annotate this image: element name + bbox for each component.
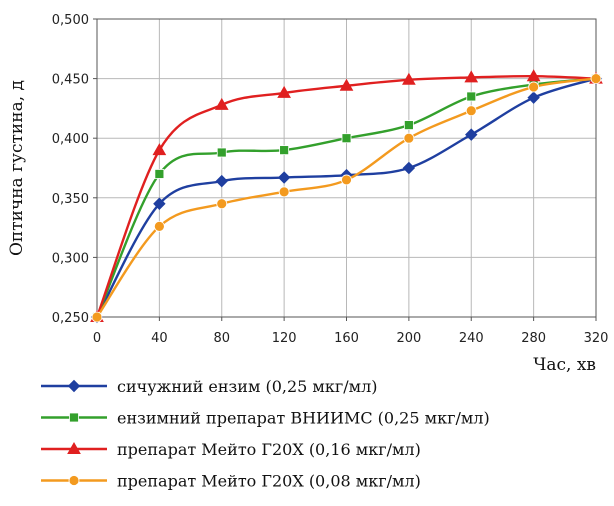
data-point (215, 174, 228, 188)
legend-label: ензимний препарат ВНИИМС (0,25 мкг/мл) (117, 409, 490, 428)
x-axis-title: Час, хв (533, 355, 596, 375)
y-axis-title: Оптична густина, д (7, 80, 27, 256)
legend-item-2: ензимний препарат ВНИИМС (0,25 мкг/мл) (41, 409, 490, 428)
data-point (216, 198, 228, 210)
data-point (279, 145, 290, 156)
data-point (466, 91, 477, 102)
ticks: 0,250 0,300 0,350 0,400 0,450 0,500 0 40 80 120 16… (52, 13, 609, 346)
data-point (465, 105, 477, 117)
y-tick-label: 0,400 (52, 132, 89, 147)
data-point (91, 311, 103, 323)
data-point (590, 73, 602, 84)
data-point (465, 128, 478, 141)
data-point (153, 197, 166, 210)
data-point (214, 97, 229, 110)
legend-label: препарат Мейто Г20Х (0,08 мкг/мл) (117, 472, 421, 491)
data-point (527, 91, 540, 104)
x-tick-label: 320 (584, 331, 609, 346)
data-point (341, 174, 352, 186)
data-point (526, 69, 541, 82)
data-point (153, 221, 165, 232)
x-tick-label: 0 (93, 331, 101, 346)
data-point (402, 72, 416, 85)
data-point (464, 70, 479, 83)
data-point (403, 132, 415, 144)
series-group (90, 69, 603, 324)
data-point (403, 120, 414, 130)
y-tick-label: 0,500 (52, 13, 89, 28)
data-point (277, 171, 291, 184)
legend-swatch-marker (67, 441, 81, 454)
legend-label: препарат Мейто Г20Х (0,16 мкг/мл) (117, 440, 421, 459)
series-4 (91, 73, 602, 323)
x-tick-label: 120 (272, 331, 297, 346)
x-tick-label: 280 (521, 331, 546, 346)
legend-label: сичужний ензим (0,25 мкг/мл) (117, 377, 378, 396)
y-tick-label: 0,300 (52, 251, 89, 266)
data-point (528, 81, 540, 93)
data-point (402, 161, 416, 175)
legend-swatch-marker (68, 475, 80, 486)
x-tick-label: 160 (334, 331, 359, 346)
y-tick-label: 0,350 (52, 192, 89, 207)
legend-item-3: препарат Мейто Г20Х (0,16 мкг/мл) (41, 440, 421, 459)
legend-item-4: препарат Мейто Г20Х (0,08 мкг/мл) (41, 472, 421, 491)
data-point (152, 143, 167, 156)
data-point (154, 169, 165, 179)
data-point (341, 133, 352, 144)
data-point (278, 186, 290, 198)
legend-item-1: сичужний ензим (0,25 мкг/мл) (41, 377, 378, 396)
y-tick-label: 0,450 (52, 73, 89, 88)
x-tick-label: 40 (151, 331, 168, 346)
x-tick-label: 240 (459, 331, 484, 346)
y-tick-label: 0,250 (52, 311, 89, 326)
legend: сичужний ензим (0,25 мкг/мл) ензимний пре… (41, 377, 490, 491)
x-tick-label: 80 (213, 331, 230, 346)
series-3 (90, 69, 603, 322)
legend-swatch-marker (67, 379, 81, 393)
data-point (216, 147, 227, 158)
x-tick-label: 200 (396, 331, 421, 346)
data-point (339, 78, 354, 91)
data-point (277, 85, 291, 98)
legend-swatch-marker (69, 412, 79, 423)
